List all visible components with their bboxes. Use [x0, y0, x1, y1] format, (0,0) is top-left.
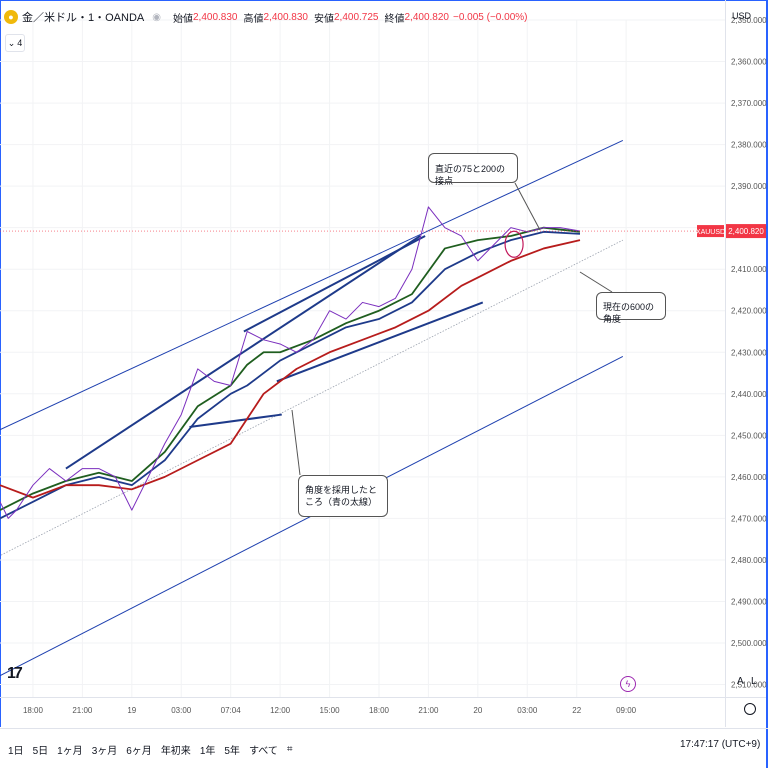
x-tick-label: 21:00: [418, 706, 439, 715]
moving-averages: [0, 226, 581, 520]
bottom-toolbar: 1日 5日 1ヶ月 3ヶ月 6ヶ月 年初来 1年 5年 すべて ⌗: [0, 728, 768, 769]
y-tick-label: 2,470.000: [731, 514, 767, 523]
y-tick-label: 2,480.000: [731, 556, 767, 565]
high-value: 2,400.830: [263, 11, 308, 23]
moving-average-line: [0, 226, 581, 511]
y-tick-label: 2,490.000: [731, 597, 767, 606]
moving-average-line: [0, 230, 581, 520]
y-tick-label: 2,360.000: [731, 58, 767, 67]
x-tick-label: 15:00: [320, 706, 341, 715]
callout-angle-600[interactable]: 現在の600の角度: [596, 292, 666, 324]
currency-selector[interactable]: USD: [732, 11, 752, 21]
range-5y[interactable]: 5年: [224, 745, 240, 757]
y-tick-label: 2,390.000: [731, 182, 767, 191]
time-axis-border: [0, 697, 766, 698]
open-label: 始値: [172, 13, 193, 25]
callout-cross-75-200[interactable]: 直近の75と200の接点: [428, 153, 518, 186]
clock-timezone[interactable]: 17:47:17 (UTC+9): [680, 739, 761, 750]
trendlines: [0, 139, 624, 677]
tradingview-logo[interactable]: 17: [7, 665, 23, 682]
range-5d[interactable]: 5日: [32, 745, 49, 757]
open-value: 2,400.830: [192, 11, 238, 23]
eye-icon[interactable]: ◉: [152, 11, 161, 23]
range-1d[interactable]: 1日: [8, 745, 24, 757]
trendline: [189, 413, 282, 429]
x-tick-label: 18:00: [23, 706, 44, 715]
x-tick-label: 19: [127, 706, 136, 715]
indicator-count: 4: [17, 38, 23, 48]
range-1y[interactable]: 1年: [199, 745, 216, 757]
x-tick-label: 09:00: [616, 706, 637, 715]
moving-average-line: [0, 239, 581, 499]
symbol-legend[interactable]: ● 金／米ドル・1・OANDA ◉ 始値 2,400.830 高値 2,400.83…: [4, 8, 527, 26]
low-label: 安値: [313, 13, 334, 25]
y-tick-label: 2,430.000: [731, 348, 767, 357]
y-tick-label: 2,500.000: [731, 639, 767, 648]
grid: [0, 19, 725, 697]
price-axis-border: [725, 0, 726, 727]
x-tick-label: 20: [473, 706, 482, 715]
symbol-tag-label: XAUUSD: [696, 229, 725, 236]
low-value: 2,400.725: [333, 11, 379, 23]
price-line: [0, 206, 581, 519]
chevron-down-icon: ⌄: [7, 37, 16, 48]
trendline: [276, 301, 484, 383]
symbol-title[interactable]: 金／米ドル・1・OANDA: [22, 12, 145, 24]
x-tick-label: 03:00: [171, 706, 192, 715]
trendline: [0, 355, 624, 677]
callout-pointer: [579, 271, 613, 293]
y-tick-label: 2,350.000: [731, 16, 767, 25]
trendline: [65, 235, 421, 470]
symbol-price-tag: [697, 225, 724, 238]
chart-frame: [0, 0, 766, 727]
y-axis: 2,350.000 2,360.000 2,370.000 2,380.000 2,39…: [731, 16, 767, 690]
high-label: 高値: [243, 13, 264, 25]
change-value: −0.005 (−0.00%): [452, 11, 528, 23]
trendline: [243, 235, 426, 333]
callout-blue-thick[interactable]: 角度を採用したところ（青の太線）: [298, 475, 388, 517]
trendline: [0, 139, 624, 431]
window-edge: [766, 0, 768, 768]
callout-pointer: [291, 409, 301, 476]
close-value: 2,400.820: [404, 11, 449, 23]
x-tick-label: 03:00: [517, 706, 538, 715]
y-tick-label: 2,410.000: [731, 265, 767, 274]
trendline: [0, 239, 624, 557]
x-tick-label: 21:00: [72, 706, 93, 715]
log-scale-button[interactable]: L: [751, 676, 757, 687]
y-tick-label: 2,420.000: [731, 307, 767, 316]
last-price-tag: [726, 224, 766, 239]
y-tick-label: 2,380.000: [731, 141, 767, 150]
markers: XAUUSD 2,400.820: [0, 182, 766, 476]
gear-icon[interactable]: [744, 703, 756, 715]
y-tick-label: 2,450.000: [731, 431, 767, 440]
last-price-label: 2,400.820: [728, 227, 764, 236]
y-tick-label: 2,510.000: [731, 681, 767, 690]
range-all[interactable]: すべて: [248, 745, 278, 757]
range-ytd[interactable]: 年初来: [160, 745, 191, 757]
callout-pointer: [514, 182, 541, 231]
auto-scale-button[interactable]: A: [737, 676, 744, 687]
range-1m[interactable]: 1ヶ月: [57, 745, 83, 757]
x-tick-label: 12:00: [270, 706, 291, 715]
x-tick-label: 18:00: [369, 706, 390, 715]
lightning-icon[interactable]: ϟ: [620, 676, 636, 692]
x-axis: 18:00 21:00 19 03:00 07:04 12:00 15:00 18:00 21:…: [23, 706, 637, 715]
y-tick-label: 2,370.000: [731, 99, 767, 108]
close-label: 終値: [384, 13, 405, 25]
y-tick-label: 2,460.000: [731, 473, 767, 482]
crossover-circle: [504, 230, 524, 258]
date-range-icon[interactable]: ⌗: [286, 743, 293, 755]
range-3m[interactable]: 3ヶ月: [91, 745, 118, 757]
x-tick-label: 07:04: [221, 706, 242, 715]
y-tick-label: 2,440.000: [731, 390, 767, 399]
gold-symbol-icon: ●: [4, 10, 18, 24]
price-series: [0, 206, 581, 519]
x-tick-label: 22: [572, 706, 581, 715]
indicator-toggle-button[interactable]: ⌄ 4: [5, 34, 25, 52]
range-6m[interactable]: 6ヶ月: [126, 745, 152, 757]
